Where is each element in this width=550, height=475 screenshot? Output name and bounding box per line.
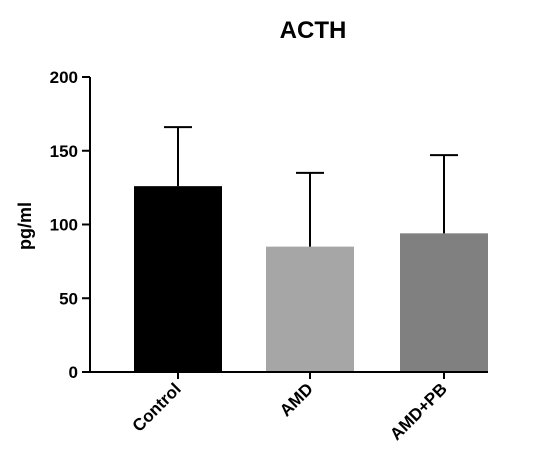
y-tick-label-1: 50 bbox=[59, 289, 78, 308]
x-tick-label-1: AMD bbox=[276, 379, 317, 420]
x-tick-label-2: AMD+PB bbox=[386, 379, 451, 444]
bar-0 bbox=[134, 186, 222, 372]
y-tick-label-3: 150 bbox=[50, 142, 78, 161]
bar-1 bbox=[266, 246, 354, 372]
chart-title: ACTH bbox=[280, 17, 347, 44]
y-axis-label: pg/ml bbox=[15, 202, 35, 250]
y-tick-label-2: 100 bbox=[50, 216, 78, 235]
plot-area: Control AMD AMD+PB 0 50 100 150 200 bbox=[50, 68, 488, 444]
bar-2 bbox=[400, 233, 488, 372]
y-tick-label-0: 0 bbox=[69, 363, 78, 382]
x-tick-label-0: Control bbox=[129, 379, 185, 435]
y-tick-label-4: 200 bbox=[50, 68, 78, 87]
